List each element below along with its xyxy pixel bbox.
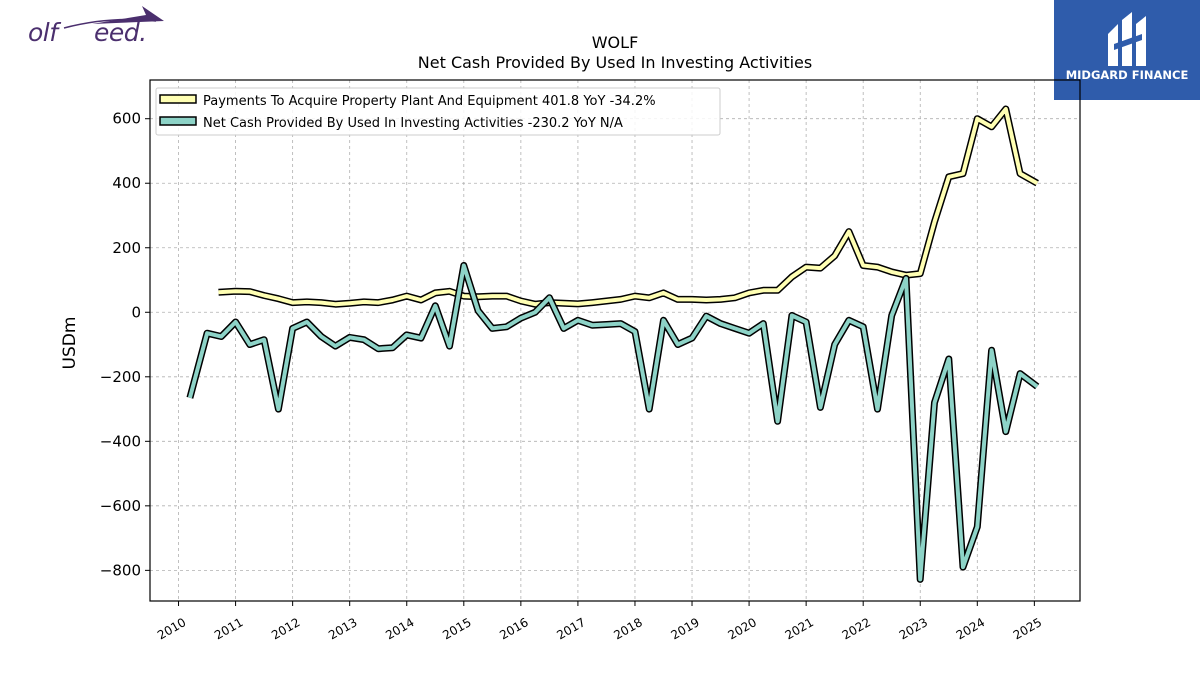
chart-title: WOLF [592, 33, 639, 52]
legend-box [155, 87, 721, 136]
series-layer [186, 105, 1040, 583]
logo-left-text-1: olf [28, 18, 58, 47]
midgard-emblem-icon [1108, 12, 1146, 66]
x-tick-label: 2013 [326, 615, 359, 642]
y-tick-label: 600 [112, 110, 141, 128]
x-tick-label: 2017 [554, 615, 587, 642]
y-tick-label: −400 [100, 432, 141, 450]
x-tick-label: 2025 [1011, 615, 1044, 642]
legend-swatch-1 [159, 116, 197, 126]
y-tick-label: 400 [112, 174, 141, 192]
y-tick-label: 0 [131, 303, 141, 321]
x-tick-label: 2011 [212, 615, 245, 642]
x-tick-label: 2024 [954, 615, 987, 642]
x-tick-label: 2014 [383, 615, 416, 642]
series-line-0 [218, 107, 1039, 307]
x-tick-label: 2022 [840, 615, 873, 642]
logo-left-text-2: eed. [94, 18, 147, 47]
y-tick-label: −200 [100, 368, 141, 386]
y-axis-label: USDm [60, 317, 80, 370]
x-tick-label: 2023 [897, 615, 930, 642]
axis-ticks: 2010 2011 2012 2013 2014 2015 2016 2017 2018 2019… [100, 110, 1044, 643]
y-tick-label: 200 [112, 239, 141, 257]
logo-swoosh-icon [63, 6, 164, 29]
legend-label-0: Payments To Acquire Property Plant And E… [203, 94, 656, 109]
series-0 [218, 105, 1039, 308]
midgard-finance-logo: MIDGARD FINANCE [1054, 0, 1200, 100]
legend-label-1: Net Cash Provided By Used In Investing A… [203, 116, 623, 131]
x-tick-label: 2020 [726, 615, 759, 642]
y-tick-label: −800 [100, 561, 141, 579]
plot-frame [149, 79, 1081, 602]
y-tick-label: −600 [100, 497, 141, 515]
x-tick-label: 2015 [440, 615, 473, 642]
x-tick-label: 2018 [611, 615, 644, 642]
series-1 [186, 262, 1040, 583]
x-tick-label: 2012 [269, 615, 302, 642]
x-tick-label: 2010 [155, 615, 188, 642]
midgard-brand-text: MIDGARD FINANCE [1065, 68, 1189, 82]
chart-subtitle: Net Cash Provided By Used In Investing A… [418, 53, 812, 72]
x-tick-label: 2016 [497, 615, 530, 642]
x-tick-label: 2021 [783, 615, 816, 642]
legend: Payments To Acquire Property Plant And E… [155, 87, 721, 136]
series-line-1 [187, 263, 1039, 582]
legend-swatch-0 [159, 94, 197, 104]
x-tick-label: 2019 [668, 615, 701, 642]
olfeed-logo: olf eed. [24, 4, 164, 52]
